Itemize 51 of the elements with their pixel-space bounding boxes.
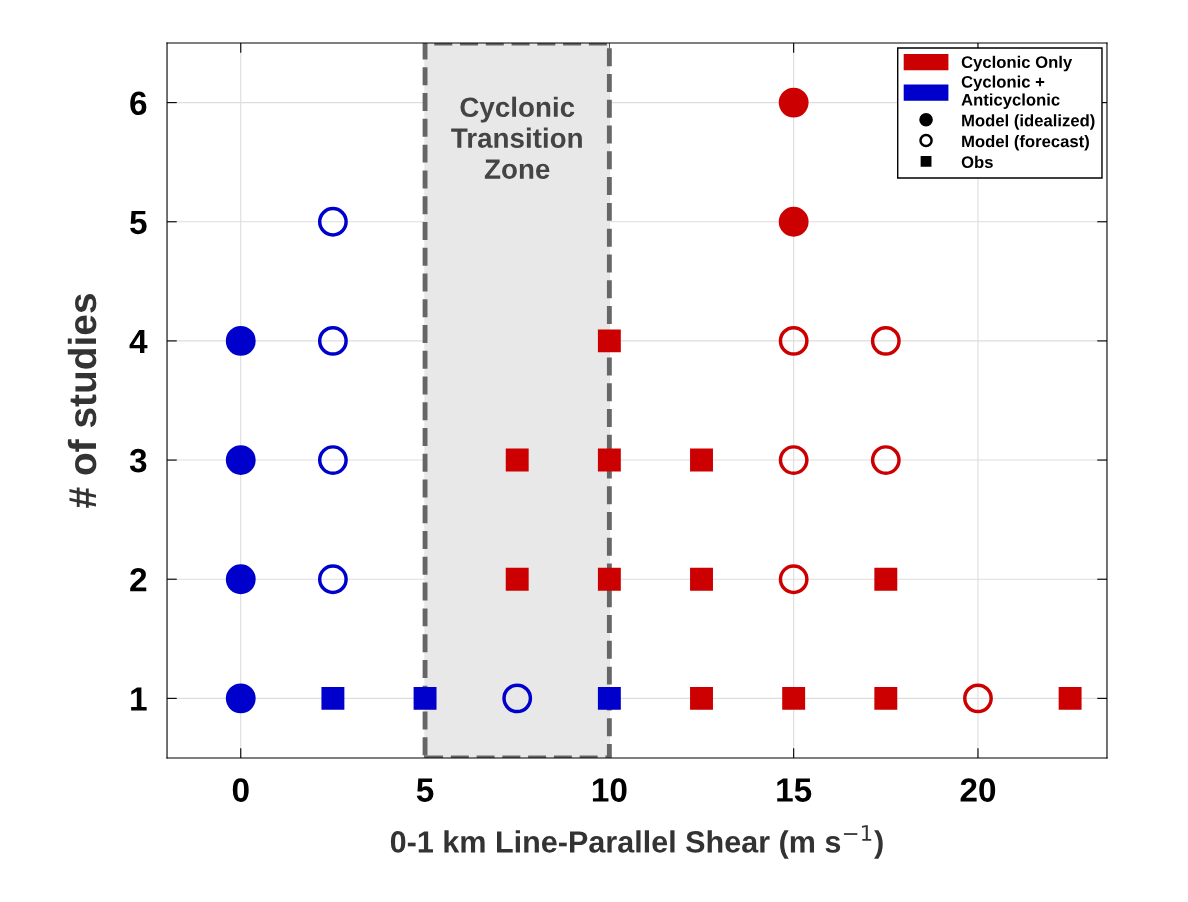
point xyxy=(225,683,256,714)
point xyxy=(225,445,256,475)
legend-label: Model (idealized) xyxy=(962,114,1095,130)
y-tick-label: 5 xyxy=(130,210,147,235)
point xyxy=(505,448,529,472)
point xyxy=(225,564,256,595)
y-tick-label: 4 xyxy=(129,330,148,353)
x-tick-label: 15 xyxy=(777,778,812,802)
point xyxy=(778,445,809,475)
y-axis-title: # of studies xyxy=(67,294,97,508)
point xyxy=(782,686,806,710)
x-tick-label: 10 xyxy=(592,778,627,802)
legend-label: Cyclonic + Anticyclonic xyxy=(961,75,1060,109)
x-tick-label: 0 xyxy=(232,778,249,802)
point xyxy=(505,567,529,591)
y-tick-label: 3 xyxy=(129,448,147,473)
point xyxy=(870,445,901,475)
point xyxy=(502,683,533,714)
point xyxy=(597,448,621,472)
band-label: Cyclonic Transition Zone xyxy=(451,96,582,179)
point xyxy=(413,686,437,710)
point xyxy=(317,206,348,237)
x-tick-label: 20 xyxy=(960,778,996,802)
point xyxy=(321,686,345,710)
y-tick-label: 2 xyxy=(130,568,147,592)
point xyxy=(225,325,256,356)
point xyxy=(317,564,348,595)
point xyxy=(874,686,898,710)
point xyxy=(690,567,713,591)
y-tick-label: 6 xyxy=(130,91,147,116)
point xyxy=(778,206,809,237)
legend-label: Cyclonic Only xyxy=(961,55,1073,72)
point xyxy=(778,564,809,595)
legend-label: Model (forecast) xyxy=(962,135,1089,151)
legend-label: Obs xyxy=(961,155,993,169)
point xyxy=(317,325,348,356)
point xyxy=(778,325,809,356)
point xyxy=(963,683,993,714)
point xyxy=(690,686,713,710)
point xyxy=(317,445,348,475)
point xyxy=(778,87,809,118)
x-tick-label: 5 xyxy=(416,778,434,802)
point xyxy=(870,325,901,356)
x-axis-title: 0-1 km Line-Parallel Shear (m s$^{−1}$) xyxy=(390,825,883,859)
point xyxy=(597,329,621,353)
y-tick-label: 1 xyxy=(131,687,147,711)
point xyxy=(1058,686,1082,710)
point xyxy=(597,567,621,591)
point xyxy=(690,448,713,472)
point xyxy=(874,567,898,591)
point xyxy=(597,686,621,710)
